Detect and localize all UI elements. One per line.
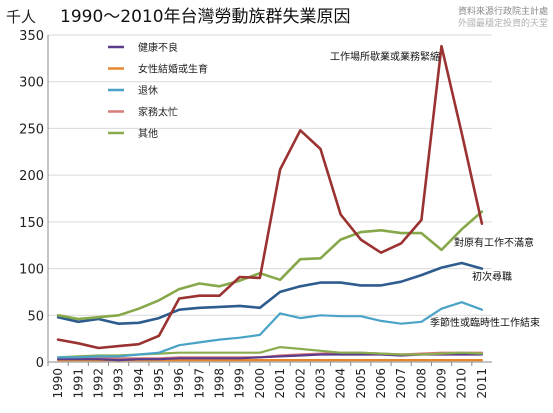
x-tick-label: 2001 xyxy=(273,368,287,399)
y-axis: 0 50 100 150 200 250 300 350 xyxy=(19,29,49,371)
x-axis: 1990 1991 1992 1993 1994 1995 1996 1997 1998 1999… xyxy=(47,361,492,399)
x-tick-label: 2005 xyxy=(354,368,368,399)
series-line xyxy=(56,261,484,326)
x-tick-label: 1998 xyxy=(213,368,227,399)
legend-label: 其他 xyxy=(138,127,158,140)
x-tick-label: 1991 xyxy=(71,368,85,399)
y-tick-label: 50 xyxy=(27,309,44,324)
chart-title: 1990～2010年台灣勞動族群失業原因 xyxy=(60,7,351,27)
x-tick-label: 1997 xyxy=(192,368,206,399)
x-tick-label: 2002 xyxy=(293,368,307,399)
x-tick-label: 2008 xyxy=(414,368,428,399)
source-note: 資料來源行政院主計處 xyxy=(458,5,548,17)
x-tick-label: 2000 xyxy=(253,368,267,399)
annotation-label: 對原有工作不滿意 xyxy=(454,236,534,249)
series-line xyxy=(56,44,484,350)
annotation-label: 初次尋職 xyxy=(472,270,512,283)
legend-label: 退休 xyxy=(138,85,158,97)
x-tick-label: 1996 xyxy=(172,368,186,399)
x-tick-label: 1992 xyxy=(91,368,105,399)
series-line xyxy=(56,301,483,359)
x-tick-label: 1999 xyxy=(233,368,247,399)
annotation-label: 工作場所歇業或業務緊縮 xyxy=(330,50,440,63)
x-tick-label: 1995 xyxy=(152,368,166,399)
y-tick-label: 350 xyxy=(19,29,44,44)
legend-label: 家務太忙 xyxy=(138,106,178,119)
y-tick-label: 0 xyxy=(36,356,44,371)
y-tick-label: 100 xyxy=(19,263,44,278)
x-tick-label: 2009 xyxy=(435,368,449,399)
x-tick-label: 2011 xyxy=(475,368,489,399)
y-tick-label: 200 xyxy=(19,169,44,184)
source-note-sub: 外國最穩定投資的天堂 xyxy=(458,17,548,29)
x-tick-label: 1993 xyxy=(112,368,126,399)
x-tick-label: 2003 xyxy=(313,368,327,399)
y-tick-label: 150 xyxy=(19,216,44,231)
y-tick-label: 250 xyxy=(19,122,44,137)
annotation-label: 季節性或臨時性工作結束 xyxy=(430,316,540,329)
legend-label: 女性結婚或生育 xyxy=(138,63,208,76)
x-tick-label: 1994 xyxy=(132,368,146,399)
x-tick-label: 2004 xyxy=(334,368,348,399)
x-tick-label: 2006 xyxy=(374,368,388,399)
y-unit-label: 千人 xyxy=(6,8,36,26)
series-lines xyxy=(56,44,484,362)
x-tick-label: 2010 xyxy=(455,368,469,399)
gridlines xyxy=(48,34,492,363)
x-tick-label: 2007 xyxy=(394,368,408,399)
legend-label: 健康不良 xyxy=(138,41,178,54)
y-tick-label: 300 xyxy=(19,76,44,91)
x-tick-label: 1990 xyxy=(51,368,65,399)
